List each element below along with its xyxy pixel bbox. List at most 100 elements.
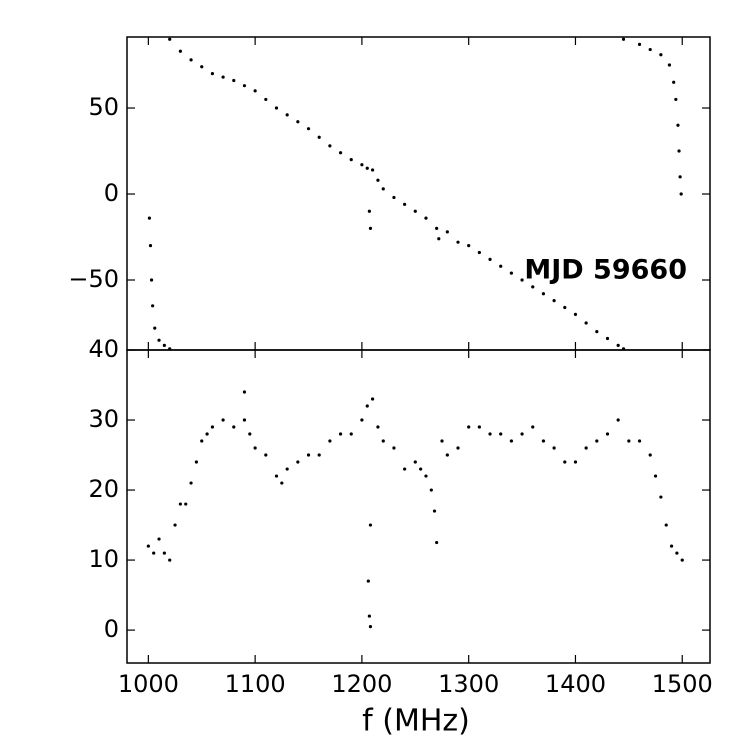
point [429, 488, 433, 492]
point [274, 474, 279, 478]
point [648, 47, 652, 52]
plot-frame [126, 36, 711, 351]
point [621, 37, 626, 41]
point [274, 106, 279, 110]
point [178, 49, 182, 53]
y-tick-label: 20 [88, 475, 119, 503]
point [467, 425, 471, 429]
point [637, 439, 642, 443]
point [285, 467, 289, 471]
point [679, 192, 683, 196]
point [445, 230, 449, 234]
point [413, 460, 417, 464]
point [232, 78, 236, 83]
point [338, 151, 343, 155]
point [365, 404, 369, 408]
x-tick-label: 1100 [225, 670, 286, 698]
point [488, 432, 492, 436]
point [648, 453, 652, 457]
point [285, 113, 289, 117]
point [178, 502, 182, 506]
point [157, 537, 161, 541]
point [563, 460, 567, 464]
x-tick-label: 1000 [118, 670, 179, 698]
point [445, 453, 449, 457]
point [370, 397, 375, 401]
point [499, 432, 503, 436]
y-tick-label: 50 [88, 93, 119, 121]
point [162, 343, 166, 347]
y-tick-label: −50 [68, 265, 119, 293]
point [435, 226, 439, 231]
point [403, 202, 407, 206]
point [435, 540, 439, 545]
plot-frame [126, 349, 711, 664]
x-tick-label: 1200 [331, 670, 392, 698]
point [520, 432, 524, 436]
y-tick-label: 30 [88, 405, 119, 433]
point [509, 439, 513, 443]
point [147, 216, 152, 220]
point [432, 509, 437, 513]
point [148, 244, 153, 248]
point [221, 418, 225, 422]
point [675, 551, 679, 555]
point [440, 439, 444, 443]
point [552, 299, 556, 303]
point [365, 166, 369, 170]
point [184, 502, 188, 506]
point [616, 418, 620, 422]
point [151, 304, 155, 308]
point [584, 446, 588, 450]
point [317, 135, 321, 139]
point [595, 329, 599, 334]
x-tick-label: 1400 [545, 670, 606, 698]
point [392, 195, 396, 200]
point [672, 80, 676, 84]
point [157, 338, 161, 342]
point [584, 321, 588, 325]
point [669, 544, 674, 548]
point [424, 474, 428, 478]
point [242, 390, 247, 394]
y-tick-label: 0 [104, 615, 119, 643]
x-tick-label: 1500 [652, 670, 713, 698]
point [520, 278, 524, 282]
point [605, 432, 610, 436]
point [210, 72, 215, 76]
point [338, 432, 343, 436]
point [541, 292, 546, 296]
point [488, 257, 492, 261]
point [381, 187, 385, 191]
point [173, 523, 177, 527]
y-tick-label: 0 [104, 179, 119, 207]
point [360, 163, 364, 167]
x-axis-label: f (MHz) [362, 704, 470, 739]
point [664, 523, 668, 527]
y-tick-label: 40 [88, 335, 119, 363]
point [627, 439, 631, 443]
point [616, 343, 620, 347]
point [264, 453, 268, 457]
point [168, 37, 172, 41]
point [242, 418, 247, 422]
point [248, 432, 252, 436]
point [467, 244, 471, 248]
point [328, 439, 332, 443]
point [306, 127, 311, 131]
point [653, 474, 658, 478]
point [368, 624, 373, 629]
point [146, 544, 150, 548]
point [667, 63, 672, 67]
point [531, 425, 535, 429]
point [189, 58, 193, 62]
point [659, 53, 663, 57]
point [552, 446, 556, 450]
point [678, 175, 682, 179]
point [210, 425, 215, 429]
annotation: MJD 59660 [524, 255, 687, 286]
point [381, 439, 385, 443]
point [370, 168, 375, 172]
point [368, 226, 373, 231]
